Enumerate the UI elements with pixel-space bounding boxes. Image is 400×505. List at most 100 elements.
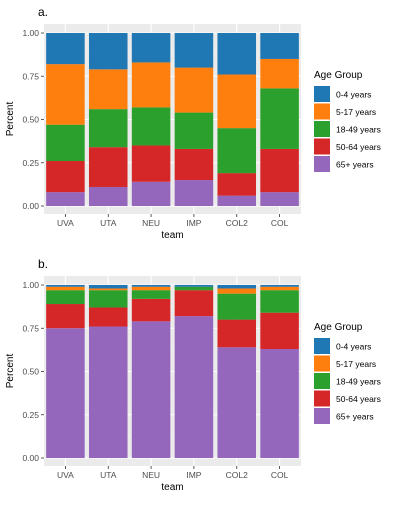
bar-segment — [260, 286, 299, 291]
bar-segment — [260, 349, 299, 458]
legend-swatch — [314, 103, 330, 120]
y-tick-label: 0.50 — [22, 115, 39, 125]
x-tick-label: COL — [271, 218, 289, 228]
bar-segment — [174, 286, 214, 291]
bar-segment — [88, 186, 128, 206]
x-tick-label: COL2 — [226, 470, 248, 480]
x-tick-label: NEU — [142, 218, 160, 228]
bar-segment — [46, 328, 85, 458]
y-axis-title: Percent — [5, 354, 16, 389]
y-tick-label: 0.50 — [22, 367, 39, 377]
bar-segment — [174, 67, 214, 113]
bar-segment — [217, 319, 257, 348]
bar-segment — [174, 33, 214, 68]
bar-segment — [260, 88, 299, 149]
legend-swatch — [314, 156, 330, 172]
bar-segment — [46, 124, 85, 162]
bar-segment — [88, 33, 128, 70]
bar-segment — [131, 285, 171, 287]
legend-swatch — [314, 390, 330, 407]
x-axis-title: team — [161, 482, 183, 493]
bar-segment — [88, 69, 128, 110]
legend-label: 0-4 years — [336, 90, 371, 100]
x-tick-label: NEU — [142, 470, 160, 480]
y-tick-label: 1.00 — [22, 28, 39, 38]
x-tick-label: UVA — [57, 218, 74, 228]
panel-b: b. 0.00 0.25 0.50 0.75 1.00 UVA UTA NEU IMP COL2 CO… — [5, 257, 381, 493]
bar-segment — [217, 128, 257, 174]
legend-label: 5-17 years — [336, 107, 376, 117]
bar-segment — [88, 285, 128, 289]
bar-segment — [131, 62, 171, 108]
bar-segment — [260, 192, 299, 206]
bar-segment — [88, 326, 128, 458]
bar-segment — [217, 195, 257, 206]
legend-swatch — [314, 338, 330, 354]
legend-title: Age Group — [314, 70, 363, 81]
bar-segment — [88, 290, 128, 308]
legend-label: 65+ years — [336, 160, 374, 170]
x-tick-label: COL — [271, 470, 289, 480]
legend-label: 65+ years — [336, 412, 374, 422]
legend-label: 50-64 years — [336, 142, 381, 152]
bar-segment — [174, 180, 214, 206]
y-tick-label: 0.25 — [22, 158, 39, 168]
bar-segment — [88, 307, 128, 327]
legend-label: 18-49 years — [336, 377, 381, 387]
bar-segment — [217, 347, 257, 458]
legend-label: 50-64 years — [336, 394, 381, 404]
bar-segment — [131, 298, 171, 322]
x-tick-label: UTA — [100, 470, 117, 480]
legend-swatch — [314, 373, 330, 389]
bar-segment — [217, 74, 257, 129]
bar-segment — [260, 33, 299, 59]
bar-segment — [260, 58, 299, 89]
y-tick-label: 1.00 — [22, 280, 39, 290]
bar-segment — [88, 109, 128, 148]
panel-a: a. 0.00 0.25 0.50 0.75 1.00 UVA UTA NEU IMP COL2 CO… — [5, 5, 381, 241]
legend-title: Age Group — [314, 322, 363, 333]
legend-label: 0-4 years — [336, 342, 371, 352]
x-axis-title: team — [161, 230, 183, 241]
y-axis-title: Percent — [5, 102, 16, 137]
bar-segment — [260, 290, 299, 313]
bar-segment — [217, 288, 257, 294]
bar-segment — [217, 285, 257, 289]
bar-segment — [260, 312, 299, 350]
bar-segment — [131, 181, 171, 206]
bar-segment — [88, 288, 128, 291]
bar-segment — [46, 285, 85, 287]
bar-segment — [174, 285, 214, 287]
bar-segment — [46, 286, 85, 291]
bar-segment — [260, 285, 299, 287]
legend-swatch — [314, 86, 330, 102]
panel-label: a. — [38, 5, 48, 19]
bar-segment — [131, 286, 171, 291]
y-tick-label: 0.25 — [22, 410, 39, 420]
bar-segment — [174, 316, 214, 458]
bar-segment — [131, 145, 171, 182]
bar-segment — [217, 33, 257, 75]
legend-swatch — [314, 138, 330, 155]
x-tick-label: UTA — [100, 218, 117, 228]
panel-label: b. — [38, 257, 48, 271]
bar-segment — [88, 147, 128, 187]
bar-segment — [46, 64, 85, 125]
bar-segment — [46, 192, 85, 206]
x-tick-label: IMP — [186, 218, 201, 228]
legend-swatch — [314, 121, 330, 137]
bar-segment — [174, 112, 214, 149]
bar-segment — [131, 107, 171, 146]
y-tick-label: 0.00 — [22, 201, 39, 211]
y-tick-label: 0.00 — [22, 453, 39, 463]
y-tick-label: 0.75 — [22, 71, 39, 81]
bar-segment — [174, 290, 214, 317]
bar-segment — [46, 161, 85, 193]
bar-segment — [46, 304, 85, 329]
legend-label: 5-17 years — [336, 359, 376, 369]
bar-segment — [46, 33, 85, 65]
x-tick-label: IMP — [186, 470, 201, 480]
bar-segment — [131, 290, 171, 299]
